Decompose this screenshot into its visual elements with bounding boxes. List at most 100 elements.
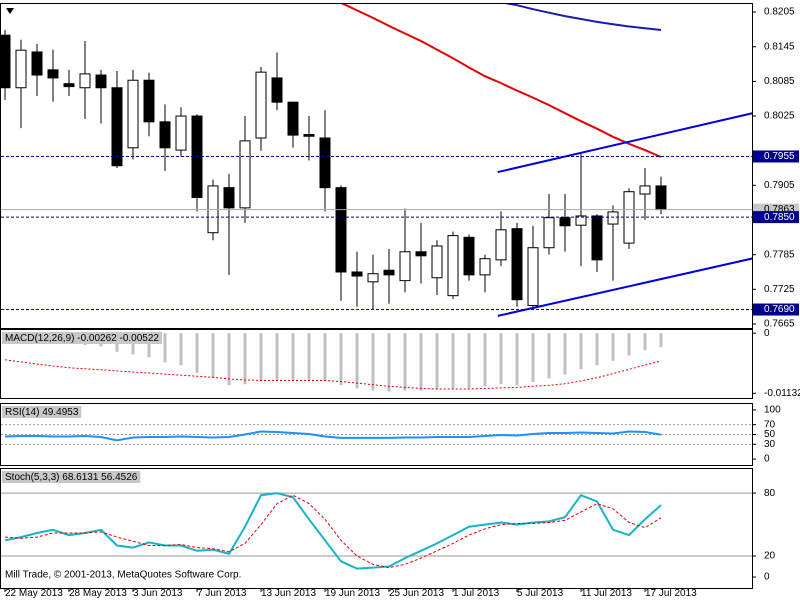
plot-area <box>1 424 752 445</box>
candle-body <box>463 236 475 276</box>
candle-body <box>479 258 491 276</box>
macd-bar <box>211 333 215 379</box>
indicator-title-bg <box>2 471 141 483</box>
indicator-line <box>4 492 662 570</box>
plot-area <box>3 333 663 392</box>
candle-body <box>239 140 251 209</box>
main-frame <box>0 3 753 329</box>
macd-bar <box>451 333 455 389</box>
candle-body <box>623 191 635 244</box>
y-tick-label: 70 <box>764 419 776 430</box>
candle-body <box>319 137 331 189</box>
plot-area <box>1 492 752 570</box>
candle-body <box>175 115 187 151</box>
indicator-line <box>4 430 662 442</box>
y-tick-label: 0.8145 <box>764 41 795 52</box>
y-tick-label: 30 <box>764 439 776 450</box>
x-tick-label: 3 Jun 2013 <box>133 588 183 599</box>
candle-body <box>351 271 363 277</box>
indicator-title: MACD(12,26,9) -0.00262 -0.00522 <box>5 333 159 344</box>
level-box <box>753 303 799 316</box>
macd-bar <box>163 333 167 363</box>
macd-bar <box>467 333 471 389</box>
macd-bar <box>195 333 199 374</box>
y-tick-label: 0.7905 <box>764 180 795 191</box>
macd-bar <box>243 333 247 385</box>
x-tick-label: 7 Jun 2013 <box>197 588 247 599</box>
menu-arrow[interactable] <box>6 8 14 14</box>
macd-bar <box>323 333 327 381</box>
candle-body <box>639 185 651 195</box>
copyright-note: Mill Trade, © 2001-2013, MetaQuotes Soft… <box>5 570 241 581</box>
candle-body <box>655 185 667 211</box>
candle-body <box>543 217 555 249</box>
candle-body <box>143 79 155 123</box>
candle-body <box>79 73 91 89</box>
y-tick-label: 0.8085 <box>764 76 795 87</box>
indicator-title: RSI(14) 49.4953 <box>5 407 79 418</box>
current-price-label: 0.7863 <box>764 204 795 215</box>
y-tick-label: 100 <box>764 405 781 416</box>
y-tick-label: 20 <box>764 551 776 562</box>
macd-bar <box>579 333 583 370</box>
candle-body <box>63 83 75 88</box>
candle-body <box>415 251 427 257</box>
macd-bar <box>227 333 231 386</box>
macd-bar <box>339 333 343 386</box>
macd-bar <box>611 333 615 361</box>
macd-bar <box>179 333 183 366</box>
candle-body <box>303 134 315 137</box>
candle-body <box>15 49 27 89</box>
candle-body <box>31 51 43 76</box>
candle-body <box>575 215 587 226</box>
moving-average <box>341 4 662 158</box>
x-tick-label: 13 Jun 2013 <box>261 588 316 599</box>
indicator-title: Stoch(5,3,3) 68.6131 56.4526 <box>5 472 138 483</box>
x-tick-label: 5 Jul 2013 <box>517 588 564 599</box>
candle-body <box>559 217 571 227</box>
macd-bar <box>147 333 151 358</box>
macd-frame <box>0 329 753 399</box>
x-tick-label: 19 Jun 2013 <box>325 588 380 599</box>
y-tick-label: 50 <box>764 429 776 440</box>
y-tick-label: 0 <box>764 328 770 339</box>
indicator-title-bg <box>2 406 82 418</box>
candle-body <box>607 211 619 225</box>
candle-body <box>159 121 171 149</box>
candle-body <box>431 245 443 279</box>
candle-body <box>495 229 507 261</box>
candle-body <box>271 77 283 103</box>
candle-body <box>527 247 539 306</box>
candle-body <box>367 273 379 283</box>
macd-bar <box>419 333 423 391</box>
level-label: 0.7690 <box>764 304 795 315</box>
macd-bar <box>291 333 295 380</box>
level-label: 0.7955 <box>764 151 795 162</box>
x-tick-label: 25 Jun 2013 <box>389 588 444 599</box>
x-tick-label: 22 May 2013 <box>5 588 63 599</box>
candle-body <box>399 251 411 282</box>
macd-bar <box>547 333 551 379</box>
macd-bar <box>499 333 503 385</box>
y-tick-label: 0.7725 <box>764 284 795 295</box>
trend-line <box>497 257 752 317</box>
x-tick-label: 1 Jul 2013 <box>453 588 500 599</box>
candle-body <box>1 34 11 89</box>
macd-bar <box>387 333 391 392</box>
macd-bar <box>659 333 663 348</box>
level-box <box>753 211 799 224</box>
x-tick-label: 17 Jul 2013 <box>645 588 697 599</box>
candle-body <box>335 187 347 273</box>
candle-body <box>287 101 299 136</box>
trend-line <box>497 112 752 174</box>
candle-body <box>447 235 459 297</box>
macd-bar <box>643 333 647 351</box>
candle-body <box>111 87 123 167</box>
macd-bar <box>515 333 519 386</box>
indicator-line <box>4 494 662 569</box>
y-tick-label: -0.01132 <box>764 388 800 399</box>
candle-body <box>383 269 395 276</box>
y-tick-label: 0.7665 <box>764 319 795 330</box>
y-tick-label: 0.8025 <box>764 111 795 122</box>
